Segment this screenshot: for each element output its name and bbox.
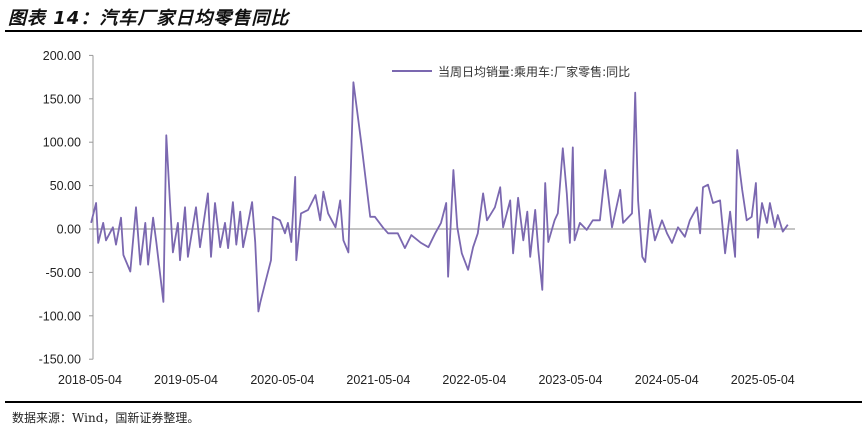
x-tick-label: 2024-05-04 xyxy=(635,373,699,387)
x-tick-label: 2020-05-04 xyxy=(250,373,314,387)
x-tick-label: 2025-05-04 xyxy=(731,373,795,387)
legend: 当周日均销量:乘用车:厂家零售:同比 xyxy=(392,64,630,79)
x-tick-label: 2021-05-04 xyxy=(346,373,410,387)
y-axis: 200.00 150.00 100.00 50.00 0.00 -50.00 -100.00… xyxy=(39,49,94,367)
legend-label: 当周日均销量:乘用车:厂家零售:同比 xyxy=(438,64,630,79)
y-tick-label: 200.00 xyxy=(43,49,81,63)
top-divider xyxy=(5,30,862,32)
y-tick-label: -150.00 xyxy=(39,353,81,367)
x-tick-label: 2018-05-04 xyxy=(58,373,122,387)
y-tick-label: 50.00 xyxy=(50,179,81,193)
y-tick-label: 150.00 xyxy=(43,92,81,106)
chart-title: 图表 14：汽车厂家日均零售同比 xyxy=(8,8,290,29)
y-tick-label: -50.00 xyxy=(46,266,81,280)
y-tick-label: 100.00 xyxy=(43,136,81,150)
x-tick-label: 2022-05-04 xyxy=(442,373,506,387)
y-tick-label: -100.00 xyxy=(39,309,81,323)
source-note: 数据来源：Wind，国新证券整理。 xyxy=(12,411,200,425)
y-tick-label: 0.00 xyxy=(57,223,81,237)
x-tick-label: 2023-05-04 xyxy=(538,373,602,387)
x-tick-label: 2019-05-04 xyxy=(154,373,218,387)
bottom-divider xyxy=(5,401,862,403)
x-axis: 2018-05-04 2019-05-04 2020-05-04 2021-05-04… xyxy=(58,373,795,387)
series-line xyxy=(90,81,789,313)
